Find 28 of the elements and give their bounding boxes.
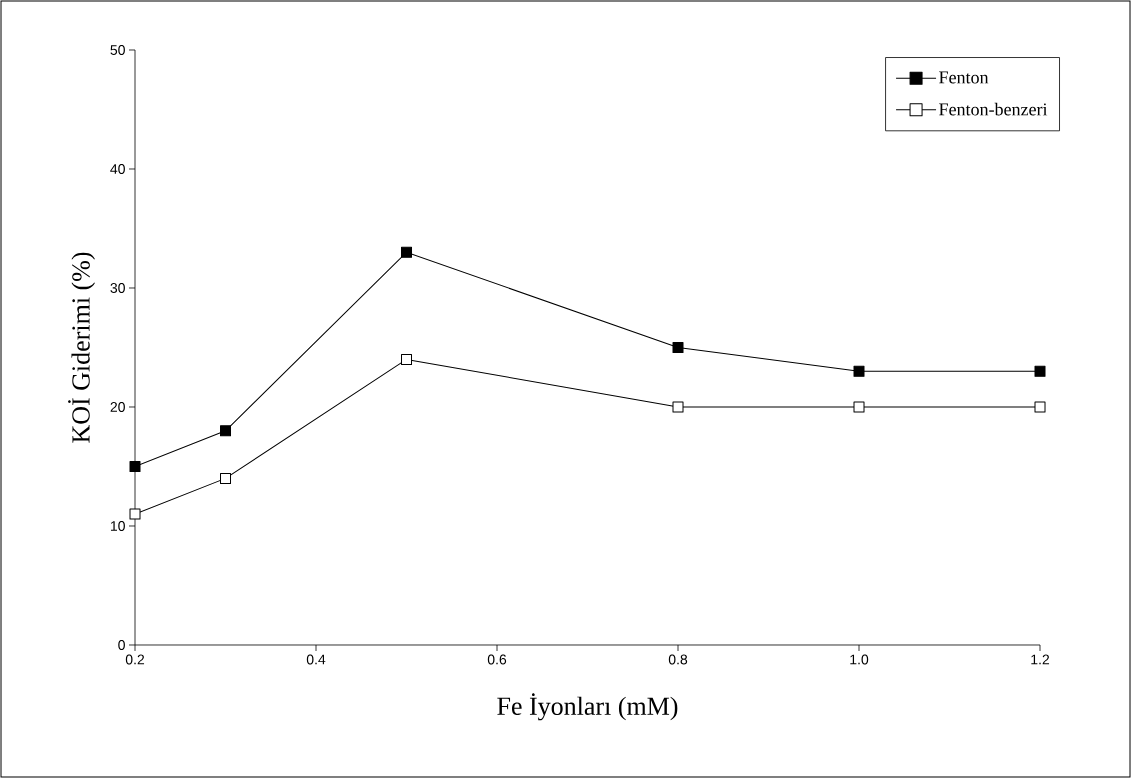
point [1034,401,1046,413]
point [129,460,141,472]
x-tick-label: 1.2 [1031,654,1050,665]
y-tick-label: 40 [110,164,125,174]
x-tick-label: 0.4 [306,654,326,665]
point [129,508,141,520]
x-tick-label: 0.2 [125,654,145,665]
point [220,472,232,484]
x-tick-label: 0.8 [668,654,688,665]
legend-label: Fenton [939,71,989,84]
point [853,365,865,377]
y-tick-label: 10 [110,521,125,531]
x-tick-label: 0.6 [487,654,507,665]
legend-label: Fenton-benzeri [939,102,1048,116]
point [853,401,865,413]
x-tick-label: 1.0 [850,654,869,665]
point [672,401,684,413]
x-axis-title: Fe İyonları (mM) [497,693,678,721]
point [401,353,413,365]
point [401,246,413,258]
y-tick-label: 50 [110,45,125,55]
y-tick-label: 30 [110,283,125,293]
point [220,425,232,437]
point [1034,365,1046,377]
point [672,341,684,353]
y-axis-title: KOİ Giderimi (%) [68,252,96,443]
y-tick-label: 0 [118,640,125,650]
y-tick-label: 20 [110,402,125,412]
